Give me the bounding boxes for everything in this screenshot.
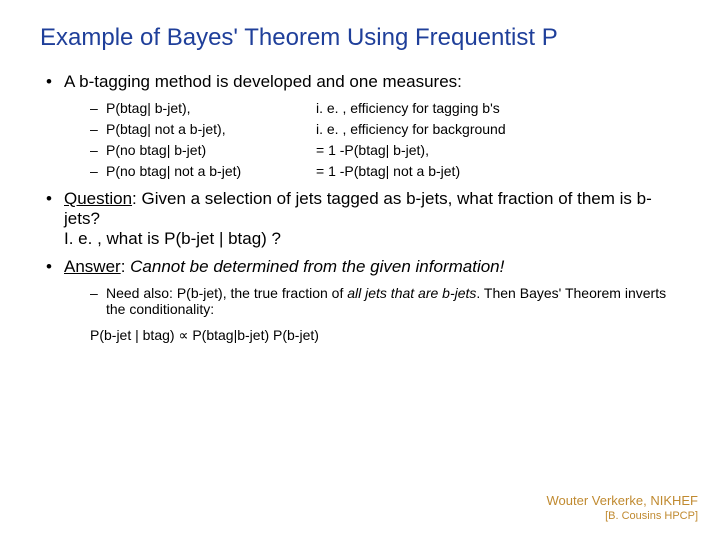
bullet-dot: • [46, 72, 64, 92]
table-row: – P(btag| not a b-jet), i. e. , efficien… [90, 121, 680, 137]
need-pre: Need also: P(b-jet), the true fraction o… [106, 285, 347, 301]
bullet-text: Question: Given a selection of jets tagg… [64, 189, 680, 249]
prob-right: = 1 -P(btag| not a b-jet) [316, 163, 680, 179]
prob-right: i. e. , efficiency for tagging b's [316, 100, 680, 116]
bullet-answer: • Answer: Cannot be determined from the … [46, 257, 680, 277]
answer-text: Cannot be determined from the given info… [130, 257, 504, 276]
prob-left: P(no btag| not a b-jet) [106, 163, 316, 179]
question-text: : Given a selection of jets tagged as b-… [64, 189, 652, 228]
bullet-dot: • [46, 257, 64, 277]
table-row: – P(no btag| not a b-jet) = 1 -P(btag| n… [90, 163, 680, 179]
table-row: – P(btag| b-jet), i. e. , efficiency for… [90, 100, 680, 116]
prob-right: = 1 -P(btag| b-jet), [316, 142, 680, 158]
prob-left: P(btag| not a b-jet), [106, 121, 316, 137]
bullet-dot: • [46, 189, 64, 249]
need-also: – Need also: P(b-jet), the true fraction… [90, 285, 680, 317]
bullet-text: A b-tagging method is developed and one … [64, 72, 680, 92]
prob-left: P(no btag| b-jet) [106, 142, 316, 158]
dash-icon: – [90, 285, 106, 317]
slide: Example of Bayes' Theorem Using Frequent… [0, 0, 720, 540]
dash-icon: – [90, 121, 106, 137]
dash-icon: – [90, 142, 106, 158]
proportionality: P(b-jet | btag) ∝ P(btag|b-jet) P(b-jet) [90, 327, 680, 344]
attribution-source: [B. Cousins HPCP] [547, 509, 698, 524]
attribution-author: Wouter Verkerke, NIKHEF [547, 492, 698, 510]
bullet-question: • Question: Given a selection of jets ta… [46, 189, 680, 249]
prob-left: P(btag| b-jet), [106, 100, 316, 116]
need-italic: all jets that are b-jets [347, 285, 476, 301]
question-text2: I. e. , what is P(b-jet | btag) ? [64, 229, 281, 248]
slide-title: Example of Bayes' Theorem Using Frequent… [40, 24, 680, 52]
bullet-measures: • A b-tagging method is developed and on… [46, 72, 680, 92]
table-row: – P(no btag| b-jet) = 1 -P(btag| b-jet), [90, 142, 680, 158]
answer-sep: : [121, 257, 130, 276]
prob-right: i. e. , efficiency for background [316, 121, 680, 137]
bullet-text: Answer: Cannot be determined from the gi… [64, 257, 680, 277]
answer-label: Answer [64, 257, 121, 276]
probability-table: – P(btag| b-jet), i. e. , efficiency for… [90, 100, 680, 179]
footer: Wouter Verkerke, NIKHEF [B. Cousins HPCP… [547, 492, 698, 524]
question-label: Question [64, 189, 132, 208]
dash-icon: – [90, 163, 106, 179]
need-text: Need also: P(b-jet), the true fraction o… [106, 285, 680, 317]
dash-icon: – [90, 100, 106, 116]
